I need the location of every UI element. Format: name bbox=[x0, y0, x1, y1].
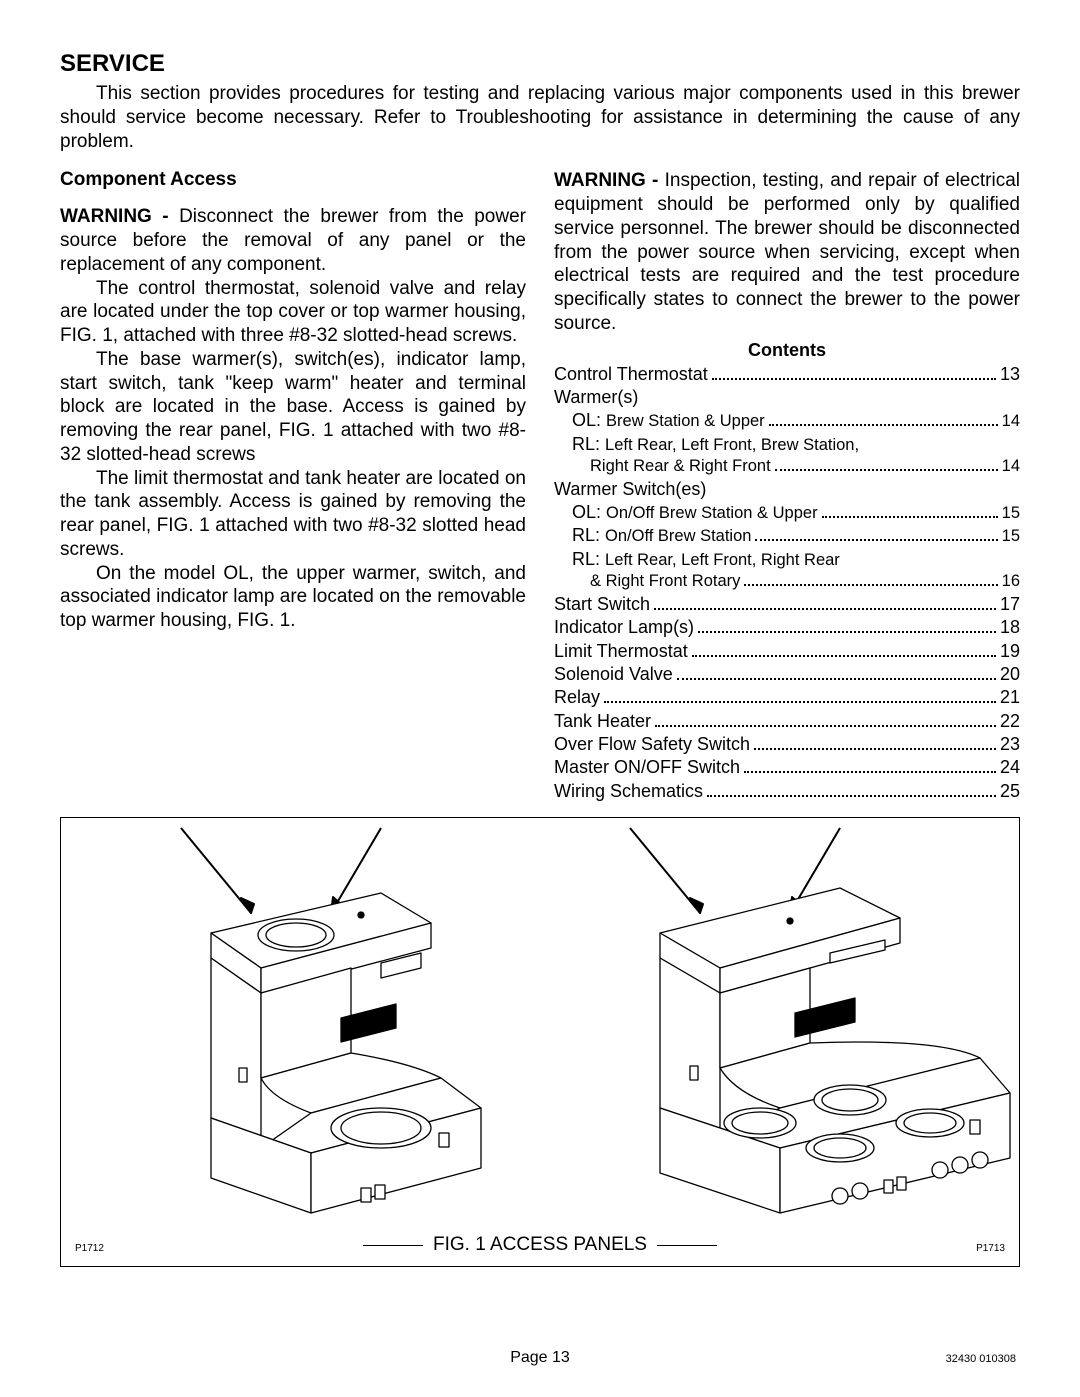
warning-label: WARNING - bbox=[60, 206, 179, 227]
figure-caption-wrap: FIG. 1 ACCESS PANELS bbox=[61, 1234, 1019, 1256]
left-para-2: The base warmer(s), switch(es), indicato… bbox=[60, 348, 526, 467]
toc-sub-row: RL: On/Off Brew Station15 bbox=[554, 524, 1020, 547]
doc-number: 32430 010308 bbox=[946, 1353, 1016, 1365]
left-para-3: The limit thermostat and tank heater are… bbox=[60, 467, 526, 562]
toc-row: Control Thermostat13 bbox=[554, 363, 1020, 386]
page-footer: Page 13 bbox=[0, 1349, 1080, 1367]
contents-heading: Contents bbox=[554, 340, 1020, 361]
toc-row: Relay21 bbox=[554, 686, 1020, 709]
toc-sub-row: OL: On/Off Brew Station & Upper15 bbox=[554, 501, 1020, 524]
toc-row: Limit Thermostat19 bbox=[554, 640, 1020, 663]
toc-sub-continued: RL: Left Rear, Left Front, Right Rear bbox=[554, 548, 1020, 571]
toc-sub-continued: RL: Left Rear, Left Front, Brew Station, bbox=[554, 433, 1020, 456]
toc-sub-row: OL: Brew Station & Upper14 bbox=[554, 409, 1020, 432]
toc-row: Start Switch17 bbox=[554, 593, 1020, 616]
left-warning-paragraph: WARNING - Disconnect the brewer from the… bbox=[60, 205, 526, 276]
toc-sub2-row: & Right Front Rotary16 bbox=[554, 571, 1020, 592]
intro-paragraph: This section provides procedures for tes… bbox=[60, 82, 1020, 153]
toc-group-head: Warmer Switch(es) bbox=[554, 478, 1020, 501]
toc-group-head: Warmer(s) bbox=[554, 386, 1020, 409]
toc-row: Tank Heater22 bbox=[554, 710, 1020, 733]
figure-right-half: P1713 bbox=[540, 818, 1019, 1266]
component-access-heading: Component Access bbox=[60, 169, 526, 191]
toc-row: Indicator Lamp(s)18 bbox=[554, 616, 1020, 639]
page-number: Page 13 bbox=[510, 1349, 570, 1367]
right-column: WARNING - Inspection, testing, and repai… bbox=[554, 169, 1020, 803]
left-column: Component Access WARNING - Disconnect th… bbox=[60, 169, 526, 803]
toc-row: Over Flow Safety Switch23 bbox=[554, 733, 1020, 756]
right-warning-text: Inspection, testing, and repair of elect… bbox=[554, 170, 1020, 334]
brewer-rl-illustration bbox=[540, 818, 1020, 1248]
two-column-layout: Component Access WARNING - Disconnect th… bbox=[60, 169, 1020, 803]
figure-caption: FIG. 1 ACCESS PANELS bbox=[433, 1234, 647, 1256]
right-warning-paragraph: WARNING - Inspection, testing, and repai… bbox=[554, 169, 1020, 335]
figure-1-box: P1712 bbox=[60, 817, 1020, 1267]
toc-row: Solenoid Valve20 bbox=[554, 663, 1020, 686]
contents-list: Control Thermostat13Warmer(s)OL: Brew St… bbox=[554, 363, 1020, 804]
left-para-1: The control thermostat, solenoid valve a… bbox=[60, 277, 526, 348]
toc-sub2-row: Right Rear & Right Front14 bbox=[554, 456, 1020, 477]
warning-label: WARNING - bbox=[554, 170, 665, 191]
left-para-4: On the model OL, the upper warmer, switc… bbox=[60, 562, 526, 633]
brewer-ol-illustration bbox=[61, 818, 541, 1248]
toc-row: Wiring Schematics25 bbox=[554, 780, 1020, 803]
figure-rule-right bbox=[657, 1245, 717, 1247]
figure-rule-left bbox=[363, 1245, 423, 1247]
service-heading: SERVICE bbox=[60, 50, 1020, 78]
toc-row: Master ON/OFF Switch24 bbox=[554, 756, 1020, 779]
figure-left-half: P1712 bbox=[61, 818, 540, 1266]
